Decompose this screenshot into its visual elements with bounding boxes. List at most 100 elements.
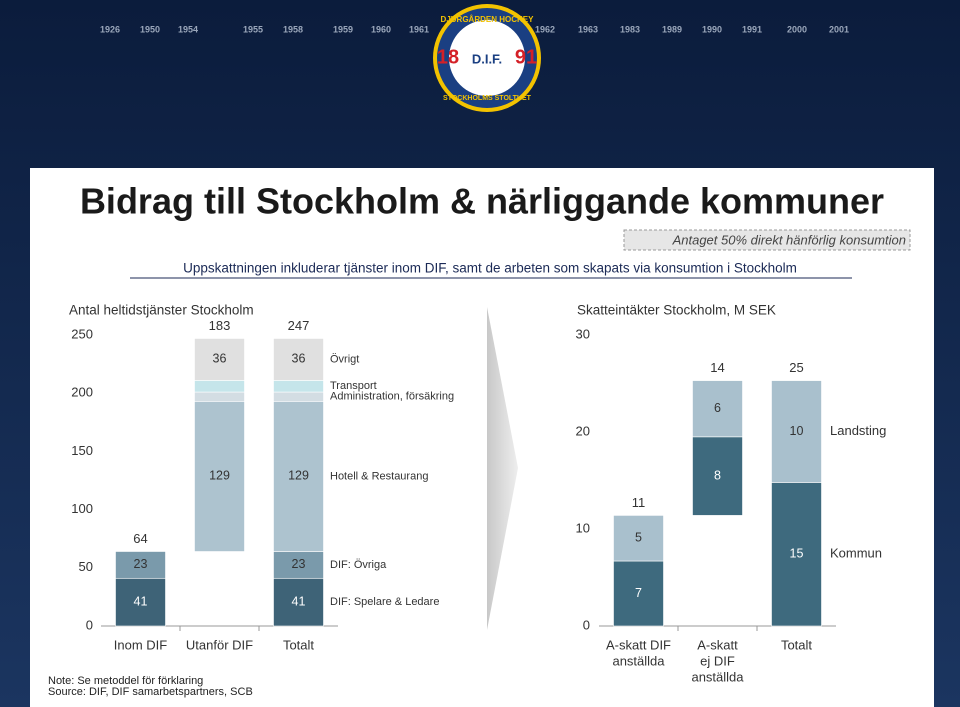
y-tick-label: 0 [583, 617, 590, 632]
banner-year: 1955 [243, 24, 263, 34]
y-tick-label: 150 [71, 443, 93, 458]
series-label: Transport [330, 380, 377, 392]
total-label: 14 [710, 360, 724, 375]
total-label: 247 [288, 318, 310, 333]
logo-left: 18 [437, 46, 459, 68]
series-label: Kommun [830, 546, 882, 561]
value-label: 36 [213, 352, 227, 366]
x-tick-label: ej DIF [700, 653, 735, 668]
total-label: 183 [209, 318, 231, 333]
subtitle: Uppskattningen inkluderar tjänster inom … [183, 261, 797, 276]
x-tick-label: A-skatt DIF [606, 637, 671, 652]
value-label: 8 [714, 468, 721, 482]
banner-year: 2001 [829, 24, 849, 34]
bar-segment [194, 401, 245, 552]
banner-year: 1962 [535, 24, 555, 34]
banner-year: 1963 [578, 24, 598, 34]
banner-year: 1958 [283, 24, 303, 34]
y-tick-label: 100 [71, 501, 93, 516]
banner-year: 1926 [100, 24, 120, 34]
x-tick-label: anställda [612, 653, 665, 668]
bar-segment [692, 380, 743, 438]
x-tick-label: A-skatt [697, 637, 738, 652]
y-tick-label: 10 [576, 520, 590, 535]
banner-year: 1961 [409, 24, 429, 34]
series-label: Landsting [830, 423, 886, 438]
banner-year: 1950 [140, 24, 160, 34]
value-label: 10 [790, 424, 804, 438]
logo-top: DJURGÅRDEN HOCKEY [441, 15, 535, 24]
banner-years: 1926 1950 1954 1955 1958 1959 1960 1961 1962 1963… [100, 24, 849, 34]
note: Note: Se metoddel för förklaring [48, 675, 203, 687]
logo-bottom: STOCKHOLMS STOLTHET [443, 95, 532, 102]
bar-segment [115, 577, 166, 627]
y-tick-label: 30 [576, 326, 590, 341]
x-tick-label: Utanför DIF [186, 637, 253, 652]
value-label: 6 [714, 401, 721, 415]
bar-segment [273, 391, 324, 402]
chart-title: Skatteintäkter Stockholm, M SEK [577, 303, 776, 318]
bar-segment [613, 515, 664, 562]
banner-year: 1954 [178, 24, 198, 34]
y-tick-label: 0 [86, 617, 93, 632]
logo: DJURGÅRDEN HOCKEY 18 91 D.I.F. STOCKHOLM… [433, 4, 541, 112]
value-label: 23 [292, 557, 306, 571]
series-label: DIF: Spelare & Ledare [330, 596, 439, 608]
y-tick-label: 200 [71, 385, 93, 400]
total-label: 11 [632, 495, 646, 510]
y-tick-label: 20 [576, 423, 590, 438]
total-label: 64 [133, 531, 147, 546]
bar-segment [115, 551, 166, 579]
banner-year: 1991 [742, 24, 762, 34]
value-label: 15 [790, 547, 804, 561]
value-label: 36 [292, 352, 306, 366]
bar-segment [771, 380, 822, 483]
value-label: 7 [635, 586, 642, 600]
bar-segment [273, 577, 324, 627]
y-tick-label: 50 [79, 559, 93, 574]
chart-title: Antal heltidstjänster Stockholm [69, 303, 254, 318]
x-tick-label: Inom DIF [114, 637, 168, 652]
y-tick-label: 250 [71, 326, 93, 341]
bar-segment [194, 380, 245, 393]
bar-segment [613, 560, 664, 627]
value-label: 23 [134, 557, 148, 571]
bar-segment [771, 482, 822, 627]
source: Source: DIF, DIF samarbetspartners, SCB [48, 686, 253, 698]
value-label: 5 [635, 531, 642, 545]
x-tick-label: anställda [691, 669, 744, 684]
banner-year: 2000 [787, 24, 807, 34]
bar-segment [194, 391, 245, 402]
series-label: Hotell & Restaurang [330, 470, 428, 482]
banner-year: 1989 [662, 24, 682, 34]
bar-segment [194, 338, 245, 381]
series-label: DIF: Övriga [330, 559, 387, 571]
slide-title: Bidrag till Stockholm & närliggande komm… [80, 181, 884, 222]
bar-segment [273, 401, 324, 552]
series-label: Administration, försäkring [330, 391, 454, 403]
banner-year: 1990 [702, 24, 722, 34]
logo-inner [449, 20, 525, 96]
value-label: 129 [288, 469, 309, 483]
value-label: 41 [292, 594, 306, 608]
value-label: 129 [209, 469, 230, 483]
series-label: Övrigt [330, 353, 359, 365]
bar-segment [273, 338, 324, 381]
bar-segment [273, 551, 324, 579]
assumption: Antaget 50% direkt hänförlig konsumtion [672, 232, 906, 247]
value-label: 41 [134, 594, 148, 608]
assumption-box [623, 229, 911, 251]
charts: Antal heltidstjänster Stockholm050100150… [69, 303, 886, 685]
bar-segment [692, 436, 743, 516]
banner-year: 1959 [333, 24, 353, 34]
arrow [487, 307, 518, 630]
logo-right: 91 [515, 46, 537, 68]
total-label: 25 [789, 360, 803, 375]
x-tick-label: Totalt [781, 637, 812, 652]
bar-segment [273, 380, 324, 393]
banner-year: 1983 [620, 24, 640, 34]
logo-center: D.I.F. [472, 51, 502, 66]
banner-year: 1960 [371, 24, 391, 34]
